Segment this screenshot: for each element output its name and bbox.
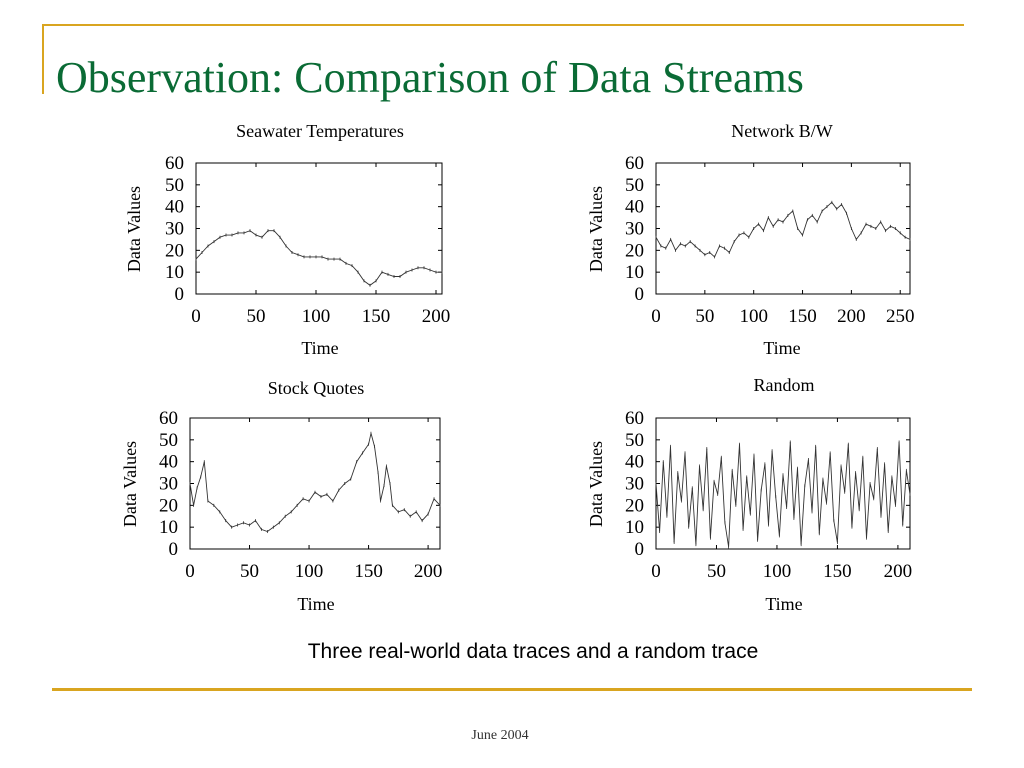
x-tick-label: 200 (414, 561, 443, 582)
x-axis-label: Time (763, 338, 800, 358)
y-axis-label: Data Values (120, 441, 140, 527)
y-tick-label: 10 (625, 262, 644, 283)
y-tick-label: 20 (159, 495, 178, 516)
y-tick-label: 0 (635, 539, 645, 560)
x-tick-label: 250 (886, 306, 915, 327)
y-tick-label: 10 (165, 262, 184, 283)
series-line-1 (189, 433, 441, 533)
x-tick-label: 100 (295, 561, 324, 582)
x-tick-label: 0 (191, 306, 201, 327)
y-tick-label: 50 (625, 430, 644, 451)
y-tick-label: 60 (625, 153, 644, 174)
x-axis-label: Time (301, 338, 338, 358)
y-axis-label: Data Values (586, 186, 606, 272)
slide-footer-date: June 2004 (471, 728, 529, 743)
y-axis-label: Data Values (124, 186, 144, 272)
x-tick-label: 150 (788, 306, 817, 327)
x-tick-label: 200 (884, 561, 913, 582)
x-axis-label: Time (297, 594, 334, 614)
y-tick-label: 60 (165, 153, 184, 174)
chart-title: Seawater Temperatures (236, 121, 404, 141)
y-tick-label: 60 (159, 408, 178, 429)
x-axis-label: Time (765, 594, 802, 614)
y-tick-label: 30 (625, 219, 644, 240)
slide-title: Observation: Comparison of Data Streams (56, 53, 804, 102)
x-tick-label: 100 (739, 306, 768, 327)
x-tick-label: 150 (823, 561, 852, 582)
chart-panel-4: 0 50 100 150 2000102030405060RandomTimeData … (586, 375, 912, 614)
x-tick-label: 0 (651, 306, 661, 327)
y-tick-label: 40 (625, 197, 644, 218)
footer-rule (52, 688, 972, 691)
x-tick-label: 150 (354, 561, 383, 582)
x-tick-label: 50 (240, 561, 259, 582)
plot-frame (189, 417, 441, 550)
y-tick-label: 20 (625, 495, 644, 516)
x-tick-label: 200 (422, 306, 451, 327)
plot-frame (655, 162, 911, 295)
title-frame-left-rule (42, 24, 44, 94)
y-tick-label: 20 (165, 240, 184, 261)
y-tick-label: 50 (165, 175, 184, 196)
x-tick-label: 50 (695, 306, 714, 327)
x-tick-label: 100 (763, 561, 792, 582)
x-tick-label: 0 (651, 561, 661, 582)
series-line-1 (655, 441, 911, 547)
y-tick-label: 0 (169, 539, 179, 560)
y-axis-label: Data Values (586, 441, 606, 527)
y-tick-label: 50 (159, 430, 178, 451)
y-tick-label: 30 (159, 474, 178, 495)
y-tick-label: 40 (159, 452, 178, 473)
y-tick-label: 0 (175, 284, 185, 305)
x-tick-label: 50 (707, 561, 726, 582)
slide-caption: Three real-world data traces and a rando… (307, 640, 759, 663)
x-tick-label: 100 (302, 306, 331, 327)
y-tick-label: 10 (625, 517, 644, 538)
chart-title: Network B/W (731, 121, 832, 141)
y-tick-label: 60 (625, 408, 644, 429)
y-tick-label: 50 (625, 175, 644, 196)
series-line-1 (655, 201, 911, 258)
chart-title: Random (754, 375, 815, 395)
x-tick-label: 200 (837, 306, 866, 327)
y-tick-label: 20 (625, 240, 644, 261)
title-frame-top-rule (42, 24, 964, 26)
y-tick-label: 30 (165, 219, 184, 240)
series-line-1 (195, 230, 442, 286)
chart-title: Stock Quotes (268, 378, 365, 398)
plot-frame (195, 162, 443, 295)
x-tick-label: 0 (185, 561, 195, 582)
x-tick-label: 50 (247, 306, 266, 327)
y-tick-label: 40 (165, 197, 184, 218)
y-tick-label: 0 (635, 284, 645, 305)
plot-frame (655, 417, 911, 550)
y-tick-label: 10 (159, 517, 178, 538)
y-tick-label: 30 (625, 474, 644, 495)
y-tick-label: 40 (625, 452, 644, 473)
x-tick-label: 150 (362, 306, 391, 327)
